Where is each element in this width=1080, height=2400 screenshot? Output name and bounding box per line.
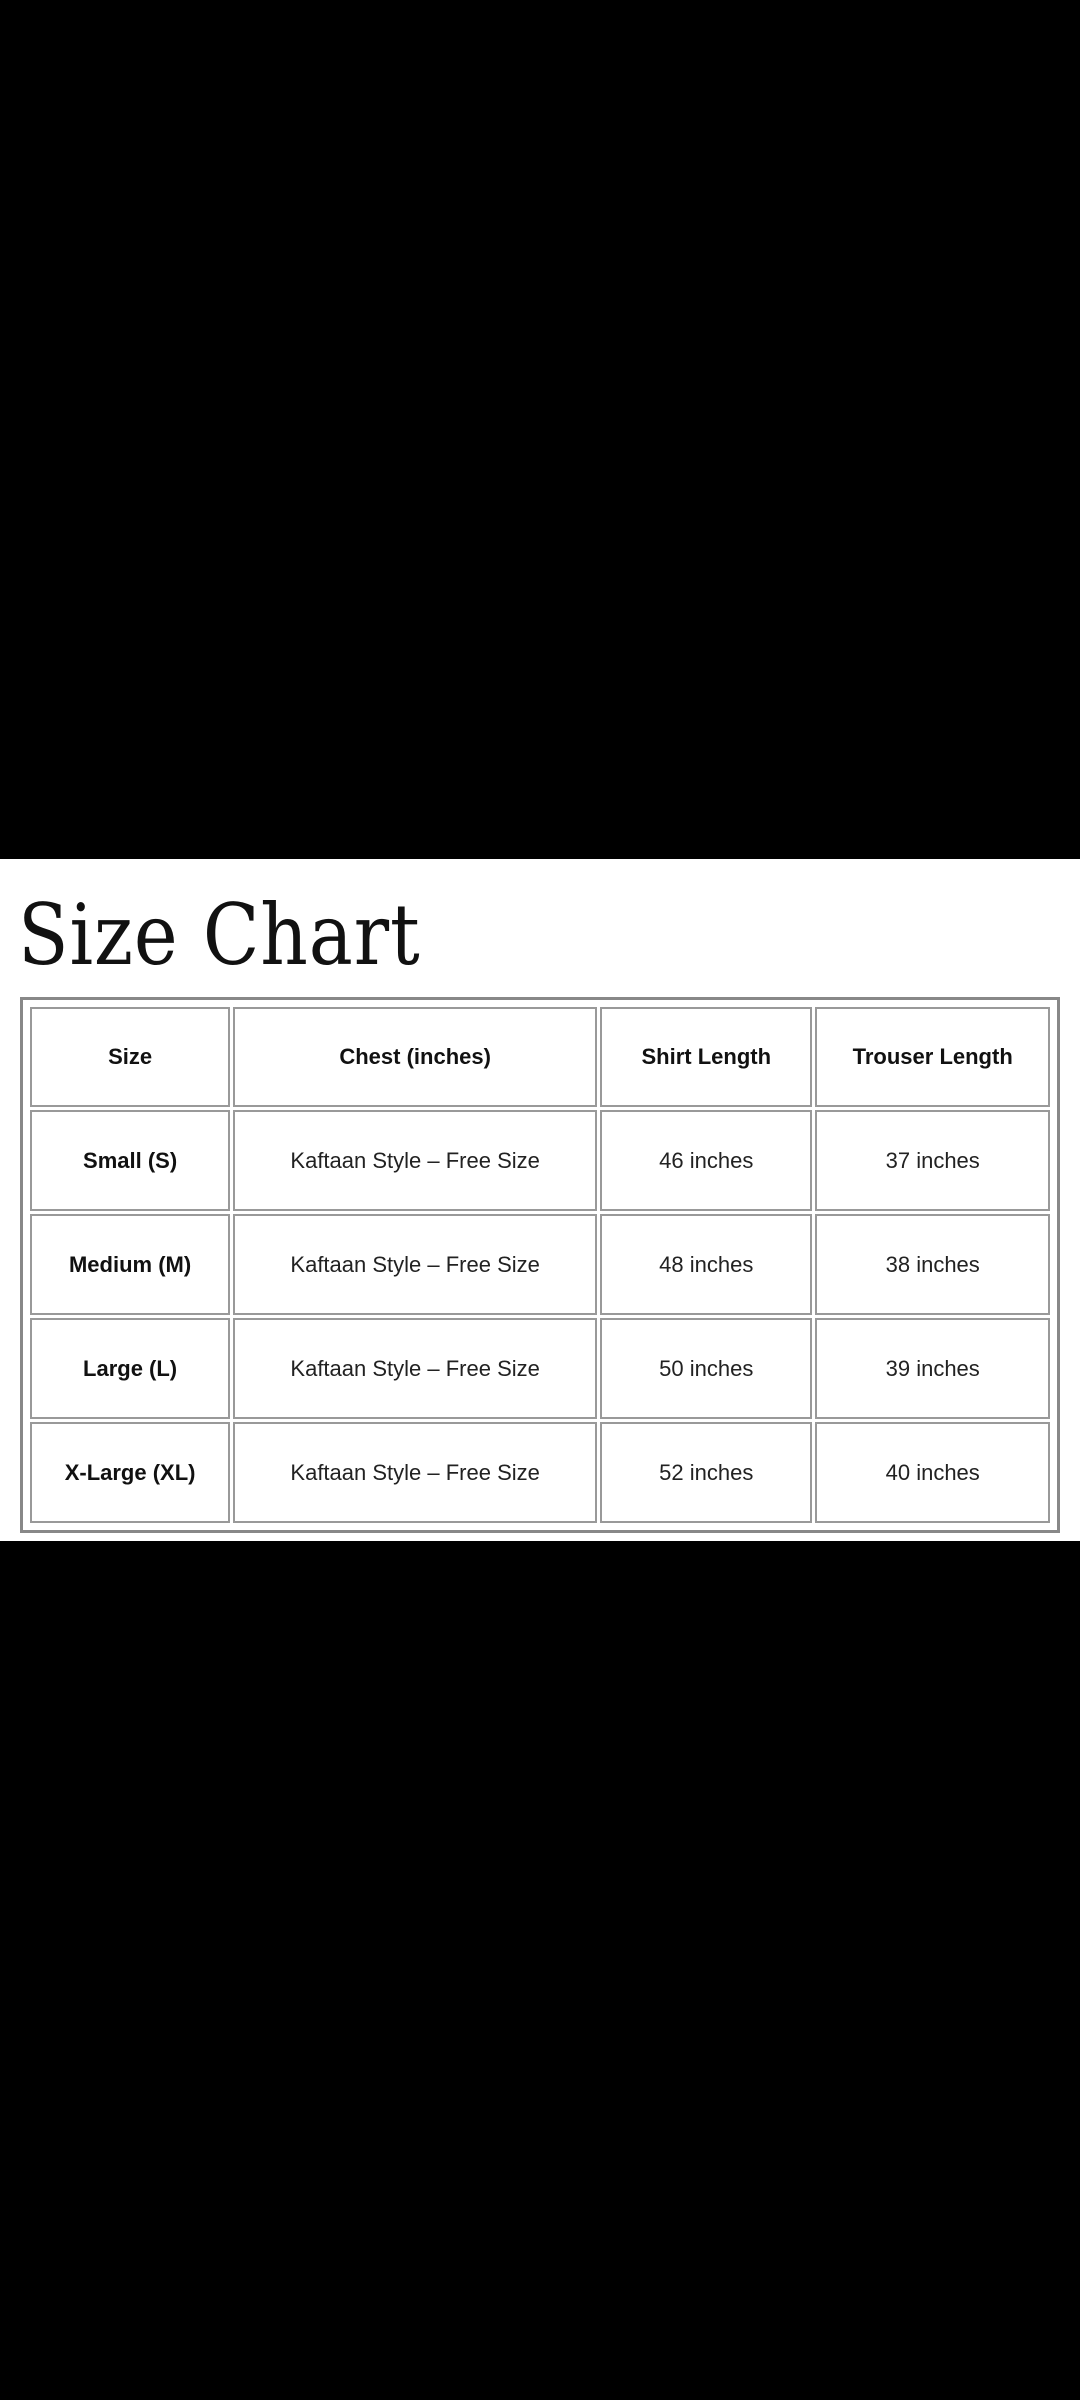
- cell-trouser-length: 37 inches: [815, 1110, 1050, 1211]
- table-row: Small (S) Kaftaan Style – Free Size 46 i…: [30, 1110, 1050, 1211]
- cell-chest: Kaftaan Style – Free Size: [233, 1422, 598, 1523]
- size-chart-table: Size Chest (inches) Shirt Length Trouser…: [27, 1004, 1053, 1526]
- header-trouser-length: Trouser Length: [815, 1007, 1050, 1107]
- table-row: Medium (M) Kaftaan Style – Free Size 48 …: [30, 1214, 1050, 1315]
- table-row: Large (L) Kaftaan Style – Free Size 50 i…: [30, 1318, 1050, 1419]
- table-row: X-Large (XL) Kaftaan Style – Free Size 5…: [30, 1422, 1050, 1523]
- cell-chest: Kaftaan Style – Free Size: [233, 1110, 598, 1211]
- cell-shirt-length: 50 inches: [600, 1318, 813, 1419]
- cell-shirt-length: 46 inches: [600, 1110, 813, 1211]
- cell-trouser-length: 40 inches: [815, 1422, 1050, 1523]
- cell-size: Small (S): [30, 1110, 231, 1211]
- header-shirt-length: Shirt Length: [600, 1007, 813, 1107]
- cell-chest: Kaftaan Style – Free Size: [233, 1214, 598, 1315]
- cell-size: Medium (M): [30, 1214, 231, 1315]
- header-size: Size: [30, 1007, 231, 1107]
- page-title: Size Chart: [18, 886, 421, 984]
- size-chart-panel: Size Chart Size Chest (inches) Shirt Len…: [0, 859, 1080, 1541]
- table-header-row: Size Chest (inches) Shirt Length Trouser…: [30, 1007, 1050, 1107]
- cell-size: Large (L): [30, 1318, 231, 1419]
- header-chest: Chest (inches): [233, 1007, 598, 1107]
- cell-size: X-Large (XL): [30, 1422, 231, 1523]
- cell-chest: Kaftaan Style – Free Size: [233, 1318, 598, 1419]
- cell-shirt-length: 48 inches: [600, 1214, 813, 1315]
- cell-trouser-length: 39 inches: [815, 1318, 1050, 1419]
- cell-trouser-length: 38 inches: [815, 1214, 1050, 1315]
- cell-shirt-length: 52 inches: [600, 1422, 813, 1523]
- size-chart-table-frame: Size Chest (inches) Shirt Length Trouser…: [20, 997, 1060, 1533]
